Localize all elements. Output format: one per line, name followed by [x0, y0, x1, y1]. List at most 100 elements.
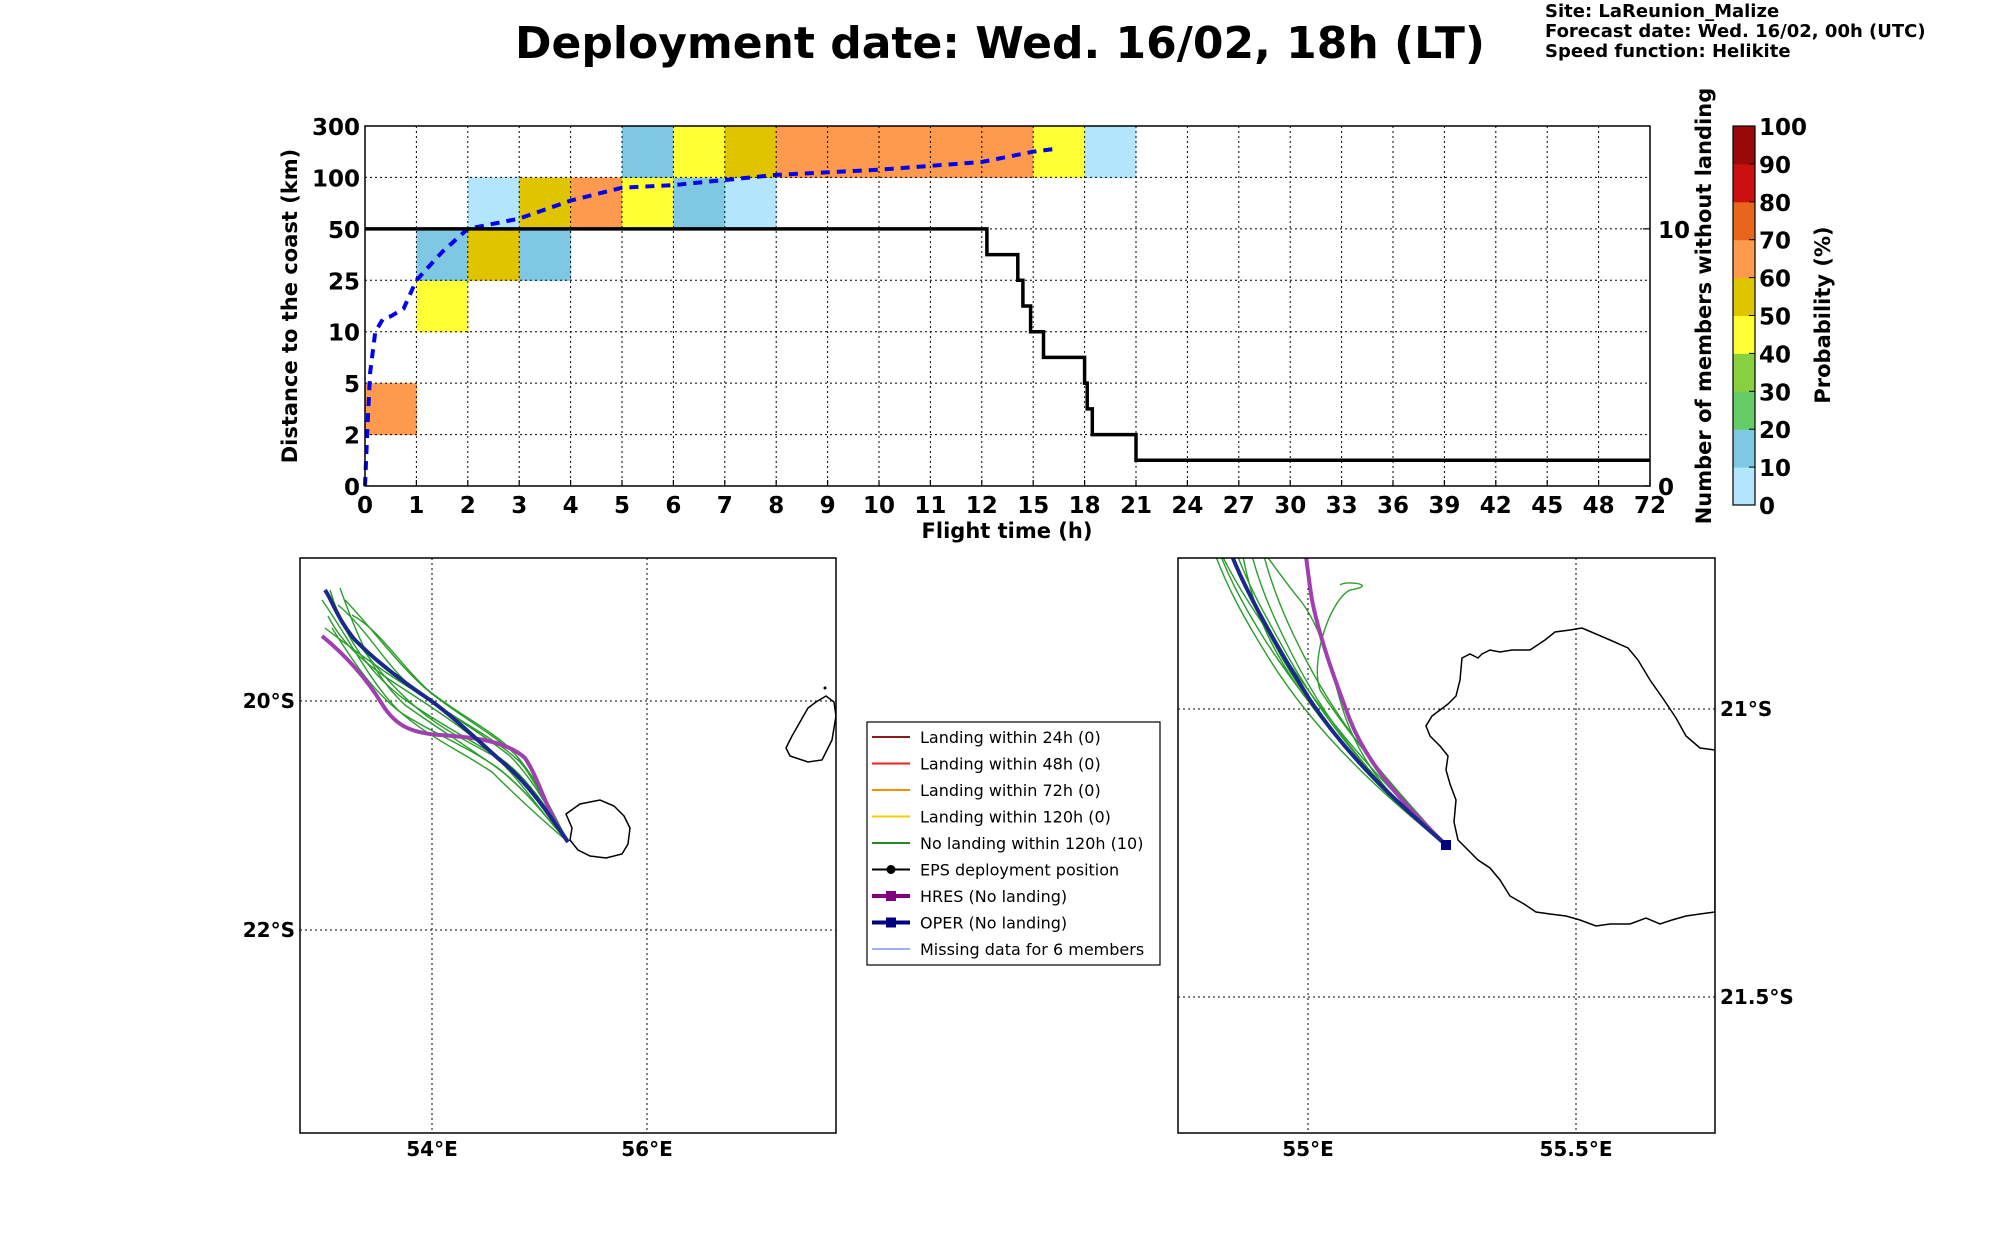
zoomed-trajectory-map: 55°E 55.5°E 21°S 21.5°S [1177, 557, 1794, 1161]
x-tick-label: 8 [768, 493, 784, 519]
legend-item: Missing data for 6 members [872, 940, 1144, 959]
legend-item: Landing within 48h (0) [872, 755, 1101, 774]
colorbar-tick-label: 100 [1759, 115, 1807, 141]
page-title: Deployment date: Wed. 16/02, 18h (LT) [515, 18, 1485, 69]
colorbar-segment [1733, 429, 1755, 468]
legend-label: OPER (No landing) [920, 914, 1067, 933]
heatmap-cell [724, 177, 777, 230]
x-tick-label: 36 [1377, 493, 1409, 519]
right-map-lat-tick: 21°S [1720, 697, 1772, 721]
x-axis-label: Flight time (h) [922, 519, 1093, 543]
colorbar-tick-label: 50 [1759, 305, 1791, 331]
oper-trajectory-zoomed [1230, 558, 1448, 847]
colorbar-segment [1733, 277, 1755, 316]
legend-label: Landing within 72h (0) [920, 781, 1101, 800]
y2-axis-label: Number of members without landing [1692, 88, 1716, 525]
left-map-lon-tick: 56°E [621, 1137, 673, 1161]
left-map-lat-tick: 22°S [243, 918, 295, 942]
colorbar-tick-label: 90 [1759, 153, 1791, 179]
y-tick-label: 5 [344, 372, 360, 398]
colorbar-label: Probability (%) [1811, 226, 1835, 403]
legend-item: Landing within 120h (0) [872, 808, 1111, 827]
x-tick-label: 7 [717, 493, 733, 519]
reunion-coastline [565, 799, 631, 859]
x-tick-label: 3 [511, 493, 527, 519]
colorbar-tick-label: 70 [1759, 229, 1791, 255]
y-axis-label: Distance to the coast (km) [278, 149, 302, 464]
colorbar-tick-label: 30 [1759, 380, 1791, 406]
legend-label: Landing within 120h (0) [920, 808, 1111, 827]
x-tick-label: 15 [1017, 493, 1049, 519]
x-tick-label: 48 [1583, 493, 1615, 519]
colorbar-segment [1733, 353, 1755, 392]
x-tick-label: 30 [1274, 493, 1306, 519]
heatmap-cell [416, 280, 469, 333]
left-map-lat-tick: 20°S [243, 689, 295, 713]
colorbar-tick-label: 10 [1759, 456, 1791, 482]
x-tick-label: 45 [1531, 493, 1563, 519]
colorbar-segment [1733, 467, 1755, 506]
heatmap-cell [365, 383, 417, 436]
x-tick-label: 4 [563, 493, 579, 519]
left-map-lon-tick: 54°E [406, 1137, 458, 1161]
heatmap-cell [519, 177, 572, 230]
y2-tick-label: 0 [1658, 475, 1674, 501]
x-tick-label: 42 [1480, 493, 1512, 519]
legend-item: EPS deployment position [872, 861, 1119, 880]
colorbar-segment [1733, 163, 1755, 203]
legend-item: HRES (No landing) [872, 887, 1067, 906]
hres-trajectory-zoomed [1304, 558, 1448, 847]
legend-item: No landing within 120h (10) [872, 834, 1143, 853]
y-tick-label: 50 [328, 218, 360, 244]
x-tick-label: 72 [1634, 493, 1666, 519]
heatmap-cell [622, 126, 674, 178]
colorbar-segment [1733, 239, 1755, 279]
regional-trajectory-map: 54°E 56°E 20°S 22°S [243, 557, 837, 1161]
x-tick-label: 2 [460, 493, 476, 519]
colorbar-segment [1733, 126, 1755, 165]
y-tick-label: 10 [328, 321, 360, 347]
heatmap-cell [776, 126, 829, 178]
y-tick-label: 25 [328, 269, 360, 295]
colorbar-segment [1733, 315, 1755, 354]
heatmap-cell [930, 126, 983, 178]
colorbar-tick-label: 20 [1759, 418, 1791, 444]
heatmap-cell [1084, 126, 1137, 178]
speed-function-label: Speed function: Helikite [1545, 41, 1791, 62]
right-map-lon-tick: 55.5°E [1539, 1137, 1612, 1161]
colorbar-segment [1733, 391, 1755, 430]
deployment-position-marker [1441, 840, 1451, 850]
trajectory-legend: Landing within 24h (0) Landing within 48h… [866, 721, 1161, 966]
legend-label: Missing data for 6 members [920, 940, 1144, 959]
x-tick-label: 24 [1171, 493, 1203, 519]
x-tick-label: 12 [966, 493, 998, 519]
x-tick-label: 9 [820, 493, 836, 519]
heatmap-frame [364, 125, 1651, 487]
mauritius-coastline [785, 695, 836, 763]
x-tick-label: 0 [357, 493, 373, 519]
member-trajectories [321, 587, 569, 843]
heatmap-cell [467, 228, 520, 281]
x-tick-label: 10 [863, 493, 895, 519]
x-tick-label: 1 [408, 493, 424, 519]
x-tick-label: 18 [1069, 493, 1101, 519]
x-tick-label: 11 [914, 493, 946, 519]
x-tick-label: 39 [1428, 493, 1460, 519]
reunion-coastline-zoomed [1425, 627, 1715, 927]
heatmap-cell [570, 177, 623, 230]
x-tick-label: 6 [665, 493, 681, 519]
oper-trajectory [323, 588, 570, 844]
heatmap-cell [673, 126, 726, 178]
legend-item: Landing within 24h (0) [872, 728, 1101, 747]
y-tick-label: 2 [344, 424, 360, 450]
right-map-lat-tick: 21.5°S [1720, 985, 1794, 1009]
colorbar-tick-label: 40 [1759, 342, 1791, 368]
x-tick-label: 27 [1223, 493, 1255, 519]
y-tick-label: 100 [312, 166, 360, 192]
legend-label: Landing within 48h (0) [920, 755, 1101, 774]
x-tick-label: 33 [1326, 493, 1358, 519]
heatmap-cell [1033, 126, 1086, 178]
forecast-date-label: Forecast date: Wed. 16/02, 00h (UTC) [1545, 21, 1926, 42]
y-tick-label: 300 [312, 115, 360, 141]
